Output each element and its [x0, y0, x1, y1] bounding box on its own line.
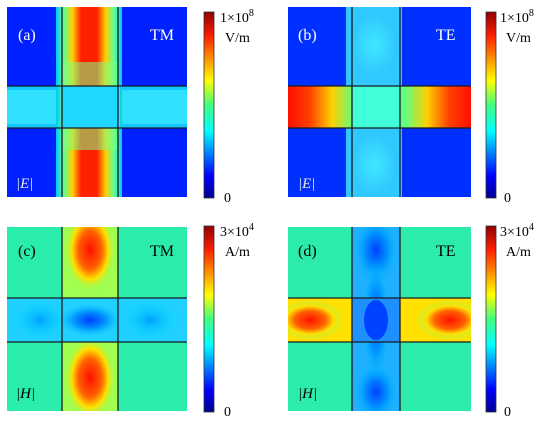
panel-a-field-label: |E|: [16, 176, 33, 192]
panel-a-colorbar: [203, 11, 215, 199]
panel-d-colorbar-min: 0: [504, 405, 511, 420]
panel-b: (b) TE |E| 1×108 V/m 0: [288, 7, 534, 206]
panel-d-colorbar-max-exponent: 4: [529, 222, 534, 233]
panel-b-colorbar-min: 0: [504, 191, 511, 206]
panel-a-colorbar-max-exponent: 8: [249, 8, 254, 19]
panel-b-field-label: |E|: [298, 176, 315, 192]
panel-c-colorbar-max: 3×104: [220, 222, 254, 240]
panel-b-colorbar: [485, 11, 497, 199]
panel-a-field-map: [7, 7, 187, 197]
panel-b-label: (b): [298, 27, 317, 44]
panel-b-colorbar-max: 1×108: [500, 8, 534, 26]
panel-d: (d) TE |H| 3×104 A/m 0: [288, 222, 534, 420]
panel-b-mode: TE: [436, 27, 456, 44]
panel-c-field-map: [7, 227, 187, 411]
panel-a-mode: TM: [150, 27, 174, 44]
panel-b-field-map: [288, 7, 471, 197]
panel-b-colorbar-unit: V/m: [506, 31, 531, 46]
panel-d-field-label: |H|: [298, 386, 317, 402]
panel-c-colorbar-max-exponent: 4: [249, 222, 254, 233]
panel-a-colorbar-max-mantissa: 1×10: [220, 11, 249, 26]
panel-c-field-label: |H|: [16, 386, 35, 402]
panel-c-colorbar-unit: A/m: [225, 245, 250, 260]
panel-a: (a) TM |E| 1×108 V/m 0: [7, 7, 254, 206]
panel-a-label: (a): [18, 27, 36, 44]
panel-d-colorbar-unit: A/m: [506, 245, 531, 260]
panel-b-colorbar-max-exponent: 8: [529, 8, 534, 19]
panel-d-colorbar-max: 3×104: [500, 222, 534, 240]
panel-a-colorbar-min: 0: [224, 191, 231, 206]
panel-a-colorbar-unit: V/m: [225, 31, 250, 46]
panel-d-colorbar: [485, 225, 497, 413]
panel-d-label: (d): [298, 243, 317, 260]
panel-c-label: (c): [18, 243, 36, 260]
panel-d-field-map: [288, 227, 471, 411]
panel-c-mode: TM: [150, 243, 174, 260]
panel-c-colorbar: [203, 225, 215, 413]
panel-a-colorbar-max: 1×108: [220, 8, 254, 26]
panel-d-mode: TE: [436, 243, 456, 260]
panel-c-colorbar-max-mantissa: 3×10: [220, 225, 249, 240]
panel-c: (c) TM |H| 3×104 A/m 0: [7, 222, 254, 420]
panel-d-colorbar-max-mantissa: 3×10: [500, 225, 529, 240]
panel-c-colorbar-min: 0: [224, 405, 231, 420]
panel-b-colorbar-max-mantissa: 1×10: [500, 11, 529, 26]
